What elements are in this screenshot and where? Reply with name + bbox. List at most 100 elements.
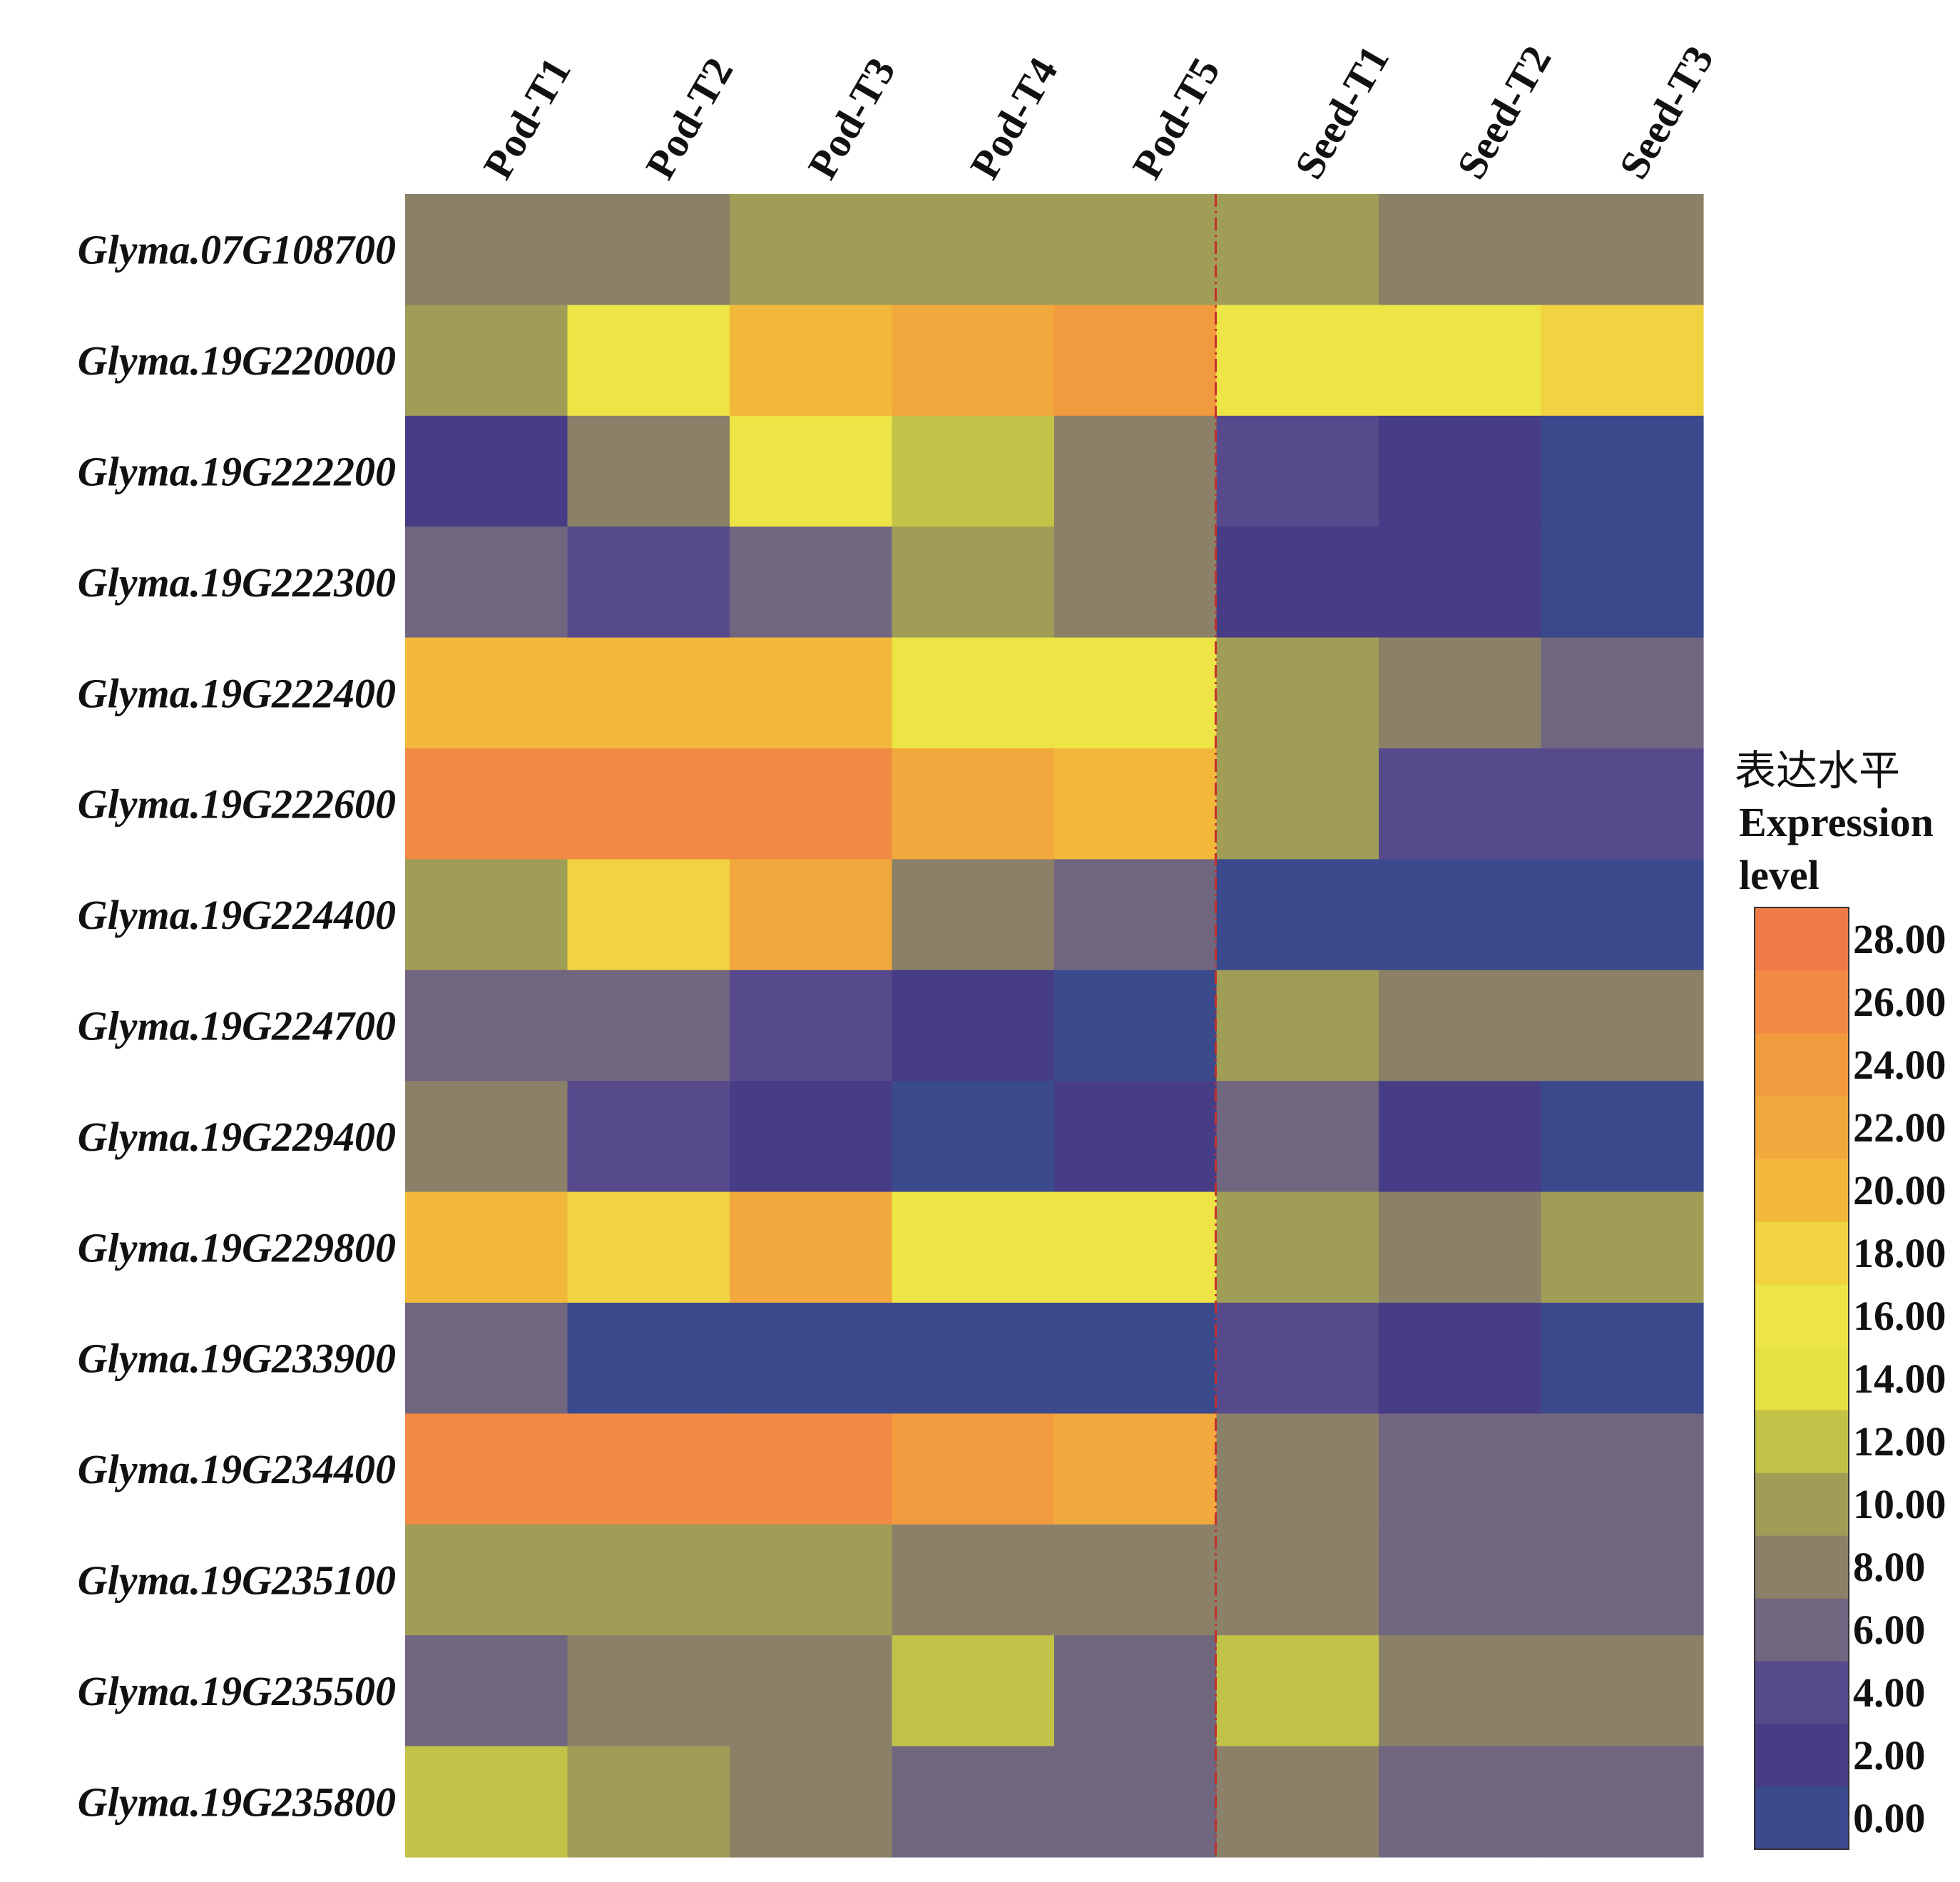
cell-Glyma.19G222200-Seed-T3 [1541, 415, 1704, 527]
cell-Glyma.19G234400-Pod-T3 [730, 1413, 893, 1525]
cell-Glyma.19G234400-Pod-T1 [405, 1413, 568, 1525]
legend-title-en-2: level [1739, 852, 1819, 898]
cell-Glyma.19G229400-Pod-T4 [892, 1081, 1055, 1193]
cell-Glyma.19G224700-Pod-T4 [892, 970, 1055, 1082]
cell-Glyma.07G108700-Seed-T1 [1216, 194, 1379, 305]
legend-bin-6 [1755, 1598, 1849, 1662]
cell-Glyma.19G233900-Pod-T1 [405, 1303, 568, 1414]
cell-Glyma.07G108700-Pod-T4 [892, 194, 1055, 305]
cell-Glyma.19G224700-Seed-T3 [1541, 970, 1704, 1082]
column-label: Pod-T4 [961, 50, 1066, 187]
legend-border [1754, 907, 1849, 1850]
legend-tick-label: 24.00 [1853, 1042, 1946, 1088]
cell-Glyma.07G108700-Pod-T2 [567, 194, 730, 305]
cell-Glyma.19G233900-Seed-T2 [1379, 1303, 1542, 1414]
legend-bin-8 [1755, 1535, 1849, 1599]
cell-Glyma.19G222200-Pod-T5 [1054, 415, 1218, 527]
cell-Glyma.19G222400-Pod-T1 [405, 637, 568, 749]
cell-Glyma.07G108700-Pod-T1 [405, 194, 568, 305]
cell-Glyma.19G222400-Seed-T3 [1541, 637, 1704, 749]
row-label: Glyma.19G229400 [78, 1114, 396, 1160]
cell-Glyma.19G224700-Pod-T1 [405, 970, 568, 1082]
heatmap-cells [405, 194, 1704, 1858]
cell-Glyma.07G108700-Seed-T2 [1379, 194, 1542, 305]
cell-Glyma.07G108700-Pod-T3 [730, 194, 893, 305]
cell-Glyma.19G235100-Pod-T2 [567, 1524, 730, 1636]
column-label: Pod-T5 [1123, 50, 1229, 187]
cell-Glyma.19G222200-Pod-T2 [567, 415, 730, 527]
cell-Glyma.19G222600-Seed-T2 [1379, 748, 1542, 860]
legend-tick-labels: 0.00 2.00 4.00 6.00 8.00 10.00 12.00 14.00 16.00… [1853, 916, 1946, 1841]
cell-Glyma.19G233900-Pod-T4 [892, 1303, 1055, 1414]
cell-Glyma.19G222300-Pod-T4 [892, 527, 1055, 639]
legend-bin-0 [1755, 1786, 1849, 1850]
cell-Glyma.19G220000-Pod-T2 [567, 305, 730, 417]
cell-Glyma.19G229400-Pod-T2 [567, 1081, 730, 1193]
cell-Glyma.19G235500-Pod-T3 [730, 1635, 893, 1747]
row-label: Glyma.19G224400 [78, 892, 396, 938]
cell-Glyma.19G229800-Pod-T5 [1054, 1191, 1218, 1303]
cell-Glyma.19G222400-Pod-T2 [567, 637, 730, 749]
cell-Glyma.19G224700-Seed-T1 [1216, 970, 1379, 1082]
cell-Glyma.19G229800-Seed-T3 [1541, 1191, 1704, 1303]
cell-Glyma.07G108700-Seed-T3 [1541, 194, 1704, 305]
cell-Glyma.19G229800-Seed-T1 [1216, 1191, 1379, 1303]
legend-bin-22 [1755, 1096, 1849, 1159]
cell-Glyma.19G234400-Seed-T2 [1379, 1413, 1542, 1525]
cell-Glyma.19G229800-Pod-T3 [730, 1191, 893, 1303]
legend-tick-label: 22.00 [1853, 1104, 1946, 1151]
column-labels: Pod-T1 Pod-T2 Pod-T3 Pod-T4 Pod-T5 Seed-T1 See… [474, 38, 1722, 186]
legend-tick-label: 18.00 [1853, 1230, 1946, 1276]
cell-Glyma.19G235800-Pod-T2 [567, 1746, 730, 1858]
cell-Glyma.19G235100-Seed-T1 [1216, 1524, 1379, 1636]
cell-Glyma.19G233900-Pod-T5 [1054, 1303, 1218, 1414]
legend-title-cn: 表达水平 [1735, 748, 1900, 794]
row-label: Glyma.19G222600 [78, 781, 396, 828]
cell-Glyma.19G229800-Pod-T2 [567, 1191, 730, 1303]
cell-Glyma.19G229400-Seed-T2 [1379, 1081, 1542, 1193]
row-labels: Glyma.07G108700 Glyma.19G220000 Glyma.19G2… [78, 227, 396, 1826]
cell-Glyma.19G222600-Pod-T1 [405, 748, 568, 860]
cell-Glyma.19G234400-Seed-T1 [1216, 1413, 1379, 1525]
cell-Glyma.19G233900-Seed-T3 [1541, 1303, 1704, 1414]
legend-bin-20 [1755, 1159, 1849, 1222]
cell-Glyma.19G224700-Seed-T2 [1379, 970, 1542, 1082]
row-label: Glyma.19G224700 [78, 1003, 396, 1049]
cell-Glyma.19G224400-Pod-T3 [730, 859, 893, 971]
cell-Glyma.19G220000-Pod-T1 [405, 305, 568, 417]
cell-Glyma.19G222400-Seed-T1 [1216, 637, 1379, 749]
cell-Glyma.19G224700-Pod-T5 [1054, 970, 1218, 1082]
cell-Glyma.19G222200-Pod-T3 [730, 415, 893, 527]
cell-Glyma.19G229400-Seed-T3 [1541, 1081, 1704, 1193]
cell-Glyma.19G235500-Seed-T1 [1216, 1635, 1379, 1747]
cell-Glyma.19G224700-Pod-T3 [730, 970, 893, 1082]
legend-tick-label: 20.00 [1853, 1167, 1946, 1214]
legend-bin-10 [1755, 1472, 1849, 1536]
cell-Glyma.19G235100-Pod-T5 [1054, 1524, 1218, 1636]
cell-Glyma.19G220000-Pod-T5 [1054, 305, 1218, 417]
row-label: Glyma.19G222200 [78, 449, 396, 495]
cell-Glyma.19G229400-Pod-T1 [405, 1081, 568, 1193]
row-label: Glyma.19G235100 [78, 1557, 396, 1604]
cell-Glyma.19G229400-Pod-T5 [1054, 1081, 1218, 1193]
cell-Glyma.19G222600-Pod-T3 [730, 748, 893, 860]
legend-tick-label: 8.00 [1853, 1544, 1926, 1590]
cell-Glyma.19G222300-Pod-T2 [567, 527, 730, 639]
legend-tick-label: 4.00 [1853, 1669, 1926, 1716]
legend-bin-2 [1755, 1724, 1849, 1787]
cell-Glyma.19G222400-Seed-T2 [1379, 637, 1542, 749]
cell-Glyma.19G229400-Pod-T3 [730, 1081, 893, 1193]
cell-Glyma.19G224400-Pod-T1 [405, 859, 568, 971]
cell-Glyma.19G224400-Pod-T5 [1054, 859, 1218, 971]
cell-Glyma.19G229800-Seed-T2 [1379, 1191, 1542, 1303]
row-label: Glyma.19G222400 [78, 670, 396, 716]
cell-Glyma.19G233900-Pod-T3 [730, 1303, 893, 1414]
cell-Glyma.19G222300-Seed-T2 [1379, 527, 1542, 639]
cell-Glyma.19G234400-Pod-T4 [892, 1413, 1055, 1525]
cell-Glyma.19G224400-Pod-T2 [567, 859, 730, 971]
cell-Glyma.19G229800-Pod-T4 [892, 1191, 1055, 1303]
row-label: Glyma.19G220000 [78, 337, 396, 384]
cell-Glyma.19G222600-Pod-T2 [567, 748, 730, 860]
cell-Glyma.19G235500-Pod-T1 [405, 1635, 568, 1747]
cell-Glyma.19G234400-Pod-T2 [567, 1413, 730, 1525]
